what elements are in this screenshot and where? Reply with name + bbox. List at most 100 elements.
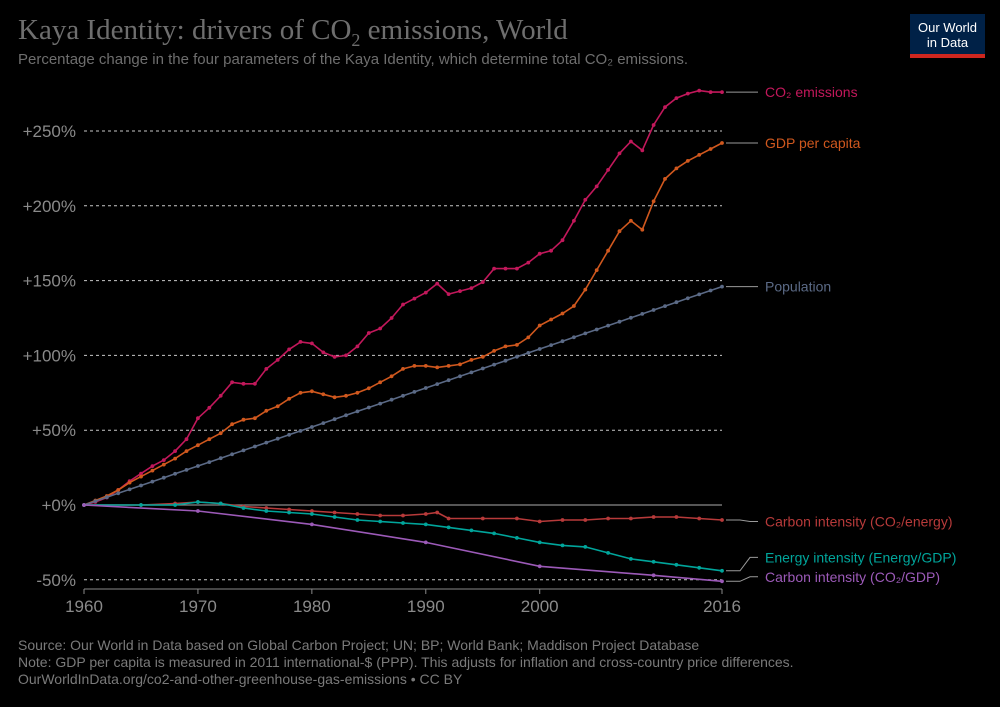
data-point: [640, 312, 645, 316]
data-point: [537, 540, 542, 545]
data-point: [720, 568, 724, 573]
data-point: [173, 471, 178, 476]
data-point: [537, 347, 542, 351]
data-point: [720, 518, 724, 522]
data-point: [321, 350, 326, 355]
data-point: [617, 229, 622, 234]
data-point: [435, 510, 440, 515]
data-point: [401, 367, 405, 371]
data-point: [378, 380, 383, 385]
y-tick-label: +0%: [42, 496, 77, 515]
data-point: [458, 362, 462, 367]
data-point: [196, 500, 200, 504]
data-point: [412, 364, 417, 368]
data-point: [572, 335, 576, 340]
data-point: [651, 573, 656, 578]
data-point: [606, 248, 610, 253]
logo-line-2: in Data: [926, 35, 969, 50]
data-point: [640, 227, 645, 232]
data-point: [560, 543, 565, 548]
data-point: [515, 343, 519, 347]
data-point: [480, 366, 485, 371]
data-point: [275, 436, 280, 441]
data-point: [298, 390, 303, 395]
data-point: [663, 304, 667, 308]
data-point: [310, 512, 314, 516]
data-point: [207, 437, 212, 442]
y-tick-label: +100%: [23, 346, 76, 365]
x-tick-label: 1990: [407, 597, 445, 616]
data-point: [629, 218, 633, 223]
data-point: [651, 199, 656, 204]
data-point: [401, 513, 405, 518]
data-point: [503, 344, 508, 349]
data-point: [423, 364, 428, 368]
footer-note: Note: GDP per capita is measured in 2011…: [18, 654, 794, 670]
data-point: [526, 335, 531, 340]
data-point: [423, 386, 428, 390]
data-point: [275, 358, 280, 362]
data-point: [82, 503, 86, 507]
legend-label: Energy intensity (Energy/GDP): [765, 549, 956, 565]
data-point: [161, 458, 166, 462]
data-point: [560, 311, 565, 316]
data-point: [332, 515, 337, 519]
data-point: [572, 304, 576, 308]
data-point: [606, 516, 610, 521]
data-point: [526, 351, 531, 355]
owid-logo[interactable]: Our World in Data: [910, 14, 985, 58]
chart-footer: Source: Our World in Data based on Globa…: [18, 637, 794, 688]
data-point: [287, 396, 291, 401]
data-point: [298, 429, 303, 433]
data-point: [401, 302, 405, 307]
data-point: [720, 579, 724, 584]
data-point: [697, 516, 702, 521]
y-tick-label: +250%: [23, 122, 76, 141]
data-point: [321, 421, 326, 425]
data-point: [139, 483, 143, 488]
data-point: [674, 562, 679, 567]
data-point: [207, 460, 212, 464]
data-point: [127, 487, 132, 492]
data-point: [606, 551, 610, 555]
data-point: [389, 397, 394, 402]
data-point: [401, 393, 405, 398]
data-point: [287, 507, 291, 512]
data-point: [640, 148, 645, 153]
data-point: [173, 456, 178, 461]
footer-url[interactable]: OurWorldInData.org/co2-and-other-greenho…: [18, 671, 463, 687]
data-point: [264, 440, 269, 445]
data-point: [423, 290, 428, 295]
data-point: [241, 417, 246, 422]
y-tick-label: +150%: [23, 272, 76, 291]
data-point: [629, 139, 633, 144]
data-point: [150, 479, 155, 484]
data-point: [218, 501, 223, 506]
data-point: [264, 506, 269, 510]
data-point: [104, 495, 109, 500]
data-point: [241, 381, 246, 386]
data-point: [697, 292, 702, 297]
data-point: [515, 516, 519, 521]
data-point: [446, 525, 451, 530]
data-point: [708, 288, 713, 293]
data-point: [469, 370, 474, 375]
data-point: [480, 516, 485, 521]
data-point: [469, 358, 474, 362]
data-point: [480, 355, 485, 359]
data-point: [423, 522, 428, 527]
data-point: [287, 347, 291, 352]
data-point: [492, 349, 496, 353]
data-point: [446, 378, 451, 383]
data-point: [617, 319, 622, 324]
y-tick-label: +50%: [32, 421, 76, 440]
data-point: [344, 393, 348, 398]
data-point: [196, 443, 200, 448]
data-point: [435, 281, 440, 286]
data-point: [651, 308, 656, 312]
data-point: [173, 449, 178, 453]
data-point: [560, 339, 565, 344]
data-point: [685, 91, 690, 96]
data-point: [480, 280, 485, 284]
data-point: [515, 266, 519, 271]
